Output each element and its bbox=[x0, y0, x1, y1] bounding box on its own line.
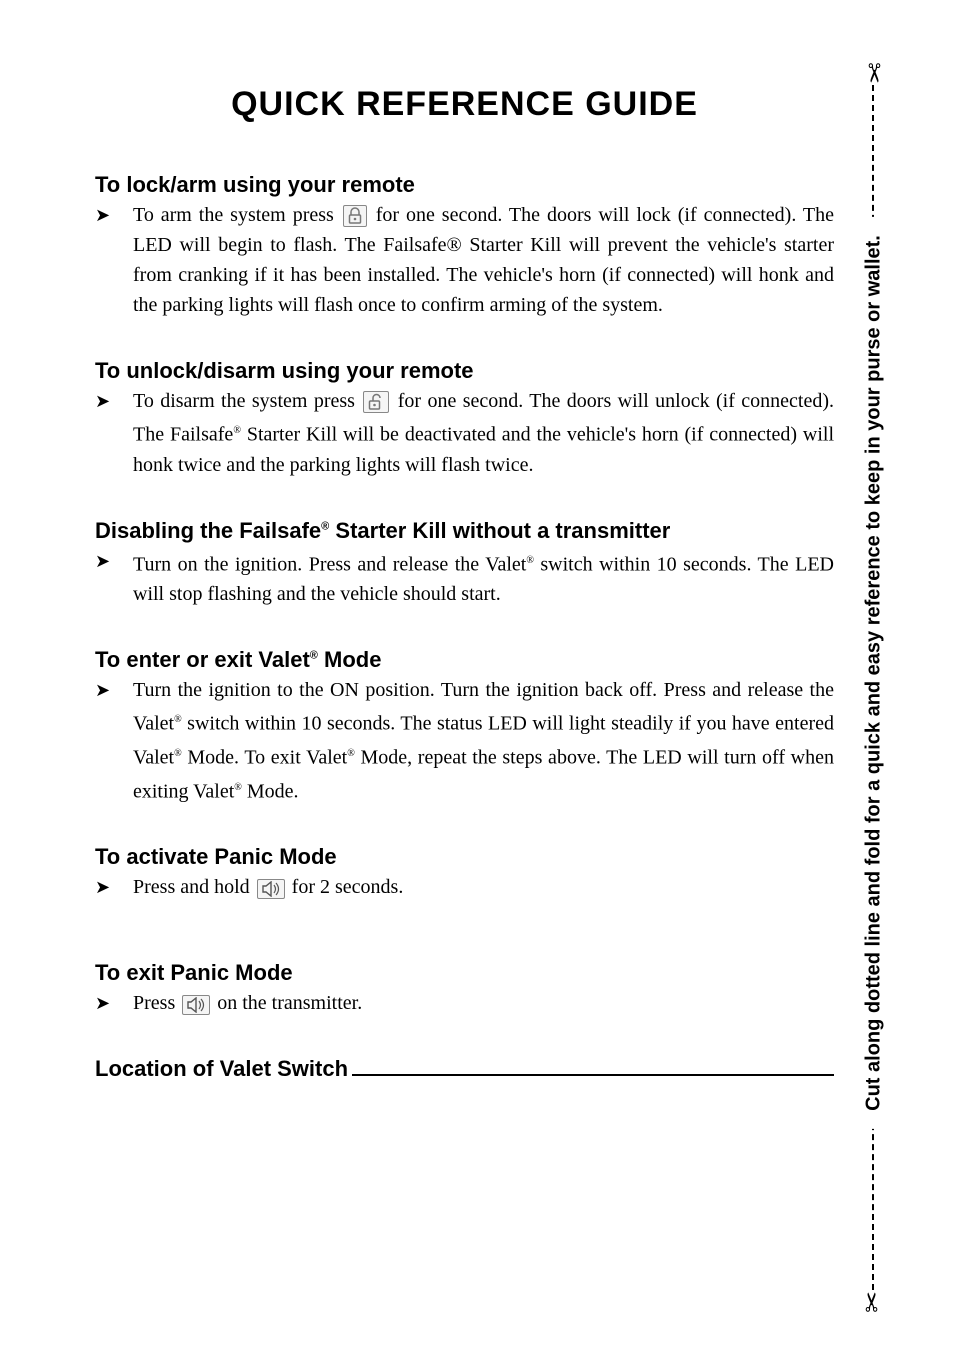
body-text: To arm the system press for one second. … bbox=[133, 200, 834, 320]
text-fragment: To arm the system press bbox=[133, 204, 341, 226]
bullet-row: ➤ Turn on the ignition. Press and releas… bbox=[95, 546, 834, 610]
bullet-icon: ➤ bbox=[95, 386, 133, 415]
text-fragment: Mode. To exit Valet bbox=[182, 747, 348, 769]
registered-mark: ® bbox=[233, 425, 241, 436]
section-activate-panic: To activate Panic Mode ➤ Press and hold … bbox=[95, 844, 834, 902]
bullet-row: ➤ Press and hold for 2 seconds. bbox=[95, 872, 834, 902]
body-text: Turn the ignition to the ON position. Tu… bbox=[133, 675, 834, 806]
text-fragment: To disarm the system press bbox=[133, 390, 361, 412]
text-fragment: Mode. bbox=[242, 780, 299, 802]
bullet-icon: ➤ bbox=[95, 675, 133, 704]
heading-activate-panic: To activate Panic Mode bbox=[95, 844, 834, 870]
registered-mark: ® bbox=[174, 748, 182, 759]
section-valet-mode: To enter or exit Valet® Mode ➤ Turn the … bbox=[95, 647, 834, 806]
registered-mark: ® bbox=[174, 714, 182, 725]
page-title: QUICK REFERENCE GUIDE bbox=[95, 85, 834, 124]
body-text: To disarm the system press for one secon… bbox=[133, 386, 834, 480]
registered-mark: ® bbox=[234, 782, 242, 793]
scissors-icon: ✂ bbox=[858, 1291, 888, 1313]
registered-mark: ® bbox=[310, 650, 318, 662]
heading-exit-panic: To exit Panic Mode bbox=[95, 960, 834, 986]
registered-mark: ® bbox=[526, 555, 534, 566]
speaker-icon bbox=[257, 879, 285, 899]
section-exit-panic: To exit Panic Mode ➤ Press on the transm… bbox=[95, 960, 834, 1018]
section-lock-arm: To lock/arm using your remote ➤ To arm t… bbox=[95, 172, 834, 320]
heading-valet-mode: To enter or exit Valet® Mode bbox=[95, 647, 834, 673]
registered-mark: ® bbox=[347, 748, 355, 759]
unlock-icon bbox=[363, 391, 389, 413]
write-in-line bbox=[352, 1074, 834, 1076]
section-unlock-disarm: To unlock/disarm using your remote ➤ To … bbox=[95, 358, 834, 480]
speaker-icon bbox=[182, 995, 210, 1015]
text-fragment: Press and hold bbox=[133, 876, 255, 898]
text-fragment: for 2 seconds. bbox=[287, 876, 404, 898]
heading-valet-location: Location of Valet Switch bbox=[95, 1056, 348, 1082]
cut-instruction-text: Cut along dotted line and fold for a qui… bbox=[863, 217, 886, 1129]
bullet-icon: ➤ bbox=[95, 546, 133, 575]
body-text: Press on the transmitter. bbox=[133, 988, 834, 1018]
text-fragment: Press bbox=[133, 992, 180, 1014]
text-fragment: Mode bbox=[318, 647, 382, 672]
body-text: Press and hold for 2 seconds. bbox=[133, 872, 834, 902]
heading-lock-arm: To lock/arm using your remote bbox=[95, 172, 834, 198]
text-fragment: Turn on the ignition. Press and release … bbox=[133, 553, 526, 575]
heading-disable-failsafe: Disabling the Failsafe® Starter Kill wit… bbox=[95, 518, 834, 544]
bullet-row: ➤ To disarm the system press for one sec… bbox=[95, 386, 834, 480]
scissors-icon: ✂ bbox=[858, 62, 888, 84]
bullet-icon: ➤ bbox=[95, 988, 133, 1017]
body-text: Turn on the ignition. Press and release … bbox=[133, 546, 834, 610]
cut-strip: ✂ Cut along dotted line and fold for a q… bbox=[854, 0, 894, 1345]
text-fragment: on the transmitter. bbox=[212, 992, 362, 1014]
lock-icon bbox=[343, 205, 367, 227]
section-valet-location: Location of Valet Switch bbox=[95, 1056, 834, 1082]
text-fragment: Starter Kill without a transmitter bbox=[329, 518, 670, 543]
text-fragment: To enter or exit Valet bbox=[95, 647, 310, 672]
bullet-icon: ➤ bbox=[95, 200, 133, 229]
text-fragment: Disabling the Failsafe bbox=[95, 518, 321, 543]
heading-unlock-disarm: To unlock/disarm using your remote bbox=[95, 358, 834, 384]
bullet-row: ➤ Turn the ignition to the ON position. … bbox=[95, 675, 834, 806]
bullet-row: ➤ Press on the transmitter. bbox=[95, 988, 834, 1018]
section-disable-failsafe: Disabling the Failsafe ® Starter Kill wit… bbox=[95, 518, 834, 610]
page: QUICK REFERENCE GUIDE To lock/arm using … bbox=[0, 0, 954, 1345]
bullet-row: ➤ To arm the system press for one second… bbox=[95, 200, 834, 320]
bullet-icon: ➤ bbox=[95, 872, 133, 901]
